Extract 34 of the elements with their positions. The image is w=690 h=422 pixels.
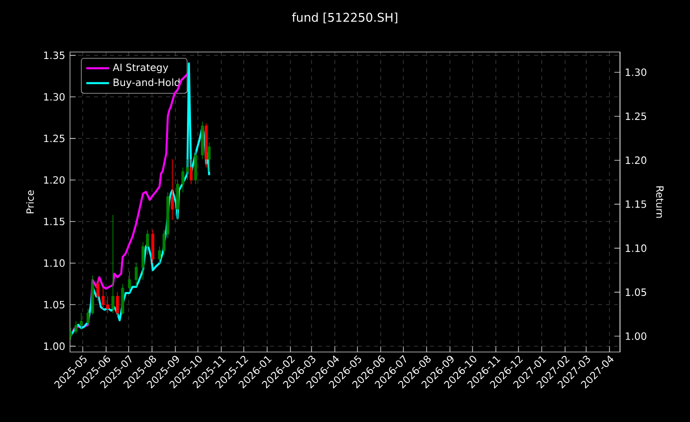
candlestick	[111, 214, 114, 314]
candlestick	[186, 158, 189, 180]
y2-tick-label: 1.20	[626, 156, 646, 164]
y-tick-label: 1.30	[44, 93, 65, 101]
candlestick	[208, 142, 211, 172]
y2-tick-label: 1.30	[626, 68, 646, 76]
candlestick	[190, 158, 193, 185]
y-tick-label: 1.35	[44, 52, 64, 60]
y2-tick-label: 1.15	[626, 200, 646, 208]
candlestick	[96, 278, 100, 301]
legend-label: AI Strategy	[112, 64, 168, 74]
candlestick	[70, 328, 72, 340]
y-tick-label: 1.05	[44, 300, 64, 308]
y-tick-label: 1.15	[44, 218, 64, 226]
candlestick	[74, 320, 78, 334]
y-tick-label: 1.10	[44, 259, 65, 267]
line-series	[70, 62, 210, 336]
candlestick	[128, 270, 131, 293]
candlestick	[80, 312, 83, 330]
y2-axis-title: Return	[656, 186, 664, 218]
y2-tick-label: 1.00	[626, 332, 646, 340]
chart-title: fund [512250.SH]	[292, 12, 398, 24]
y-tick-label: 1.25	[44, 134, 64, 142]
legend-label: Buy-and-Hold	[114, 78, 180, 88]
y-tick-label: 1.20	[44, 176, 65, 184]
candlestick	[102, 288, 105, 310]
candlestick	[134, 262, 138, 287]
y2-tick-label: 1.05	[626, 288, 646, 296]
candlestick	[116, 292, 119, 318]
candlestick	[170, 158, 174, 220]
y2-tick-label: 1.25	[626, 112, 646, 120]
y-tick-label: 1.00	[44, 342, 65, 350]
y-axis-title: Price	[26, 190, 34, 214]
y2-tick-label: 1.10	[626, 244, 646, 252]
